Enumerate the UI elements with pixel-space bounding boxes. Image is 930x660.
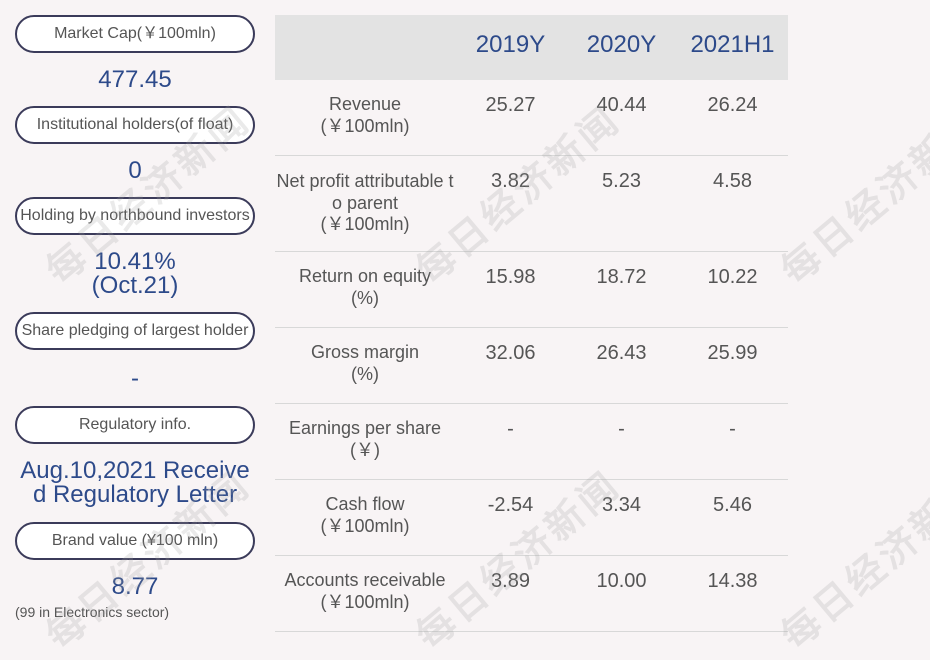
table-cell: 26.43 <box>596 342 647 364</box>
table-cell: - <box>729 418 736 440</box>
northbound-holding-percent: 10.41% <box>94 248 176 275</box>
row-label-unit: (%) <box>351 364 379 384</box>
table-row: Earnings per share (￥) - - - <box>275 404 788 480</box>
row-label-unit: (%) <box>351 288 379 308</box>
row-label: Return on equity (%) <box>275 252 455 327</box>
table-row: Gross margin (%) 32.06 26.43 25.99 <box>275 328 788 404</box>
row-label-text: Cash flow <box>325 494 405 514</box>
table-cell: 26.24 <box>707 94 758 116</box>
table-cell: - <box>507 418 514 440</box>
regulatory-info-label: Regulatory info. <box>15 406 255 444</box>
header-empty-cell <box>275 15 455 80</box>
table-cell: 25.99 <box>707 342 758 364</box>
row-label-unit: (￥) <box>350 440 380 460</box>
table-cell: 10.00 <box>596 570 647 592</box>
column-header: 2021H1 <box>690 31 775 58</box>
row-label-text: Net profit attributable t <box>276 171 454 191</box>
regulatory-info-line-1: Aug.10,2021 Receive <box>20 457 250 484</box>
institutional-holders-value: 0 <box>128 157 142 184</box>
share-pledging-label: Share pledging of largest holder <box>15 312 255 350</box>
table-row: Cash flow (￥100mln) -2.54 3.34 5.46 <box>275 480 788 556</box>
northbound-holding-date: (Oct.21) <box>91 272 179 299</box>
row-label-text: Accounts receivable <box>284 570 446 590</box>
row-label: Gross margin (%) <box>275 328 455 403</box>
table-row: Net profit attributable t o parent (￥100… <box>275 156 788 252</box>
table-cell: 5.46 <box>713 494 752 516</box>
table-cell: 3.34 <box>602 494 641 516</box>
regulatory-info-value: Aug.10,2021 Receive d Regulatory Letter <box>15 459 255 507</box>
row-label-text: Gross margin <box>310 342 420 362</box>
table-cell: 10.22 <box>707 266 758 288</box>
row-label: Net profit attributable t o parent (￥100… <box>275 156 455 251</box>
watermark: 每日经济新闻 <box>772 97 930 294</box>
column-header: 2019Y <box>475 31 546 58</box>
row-label-unit: (￥100mln) <box>320 214 410 234</box>
row-label-text: o parent <box>331 192 399 213</box>
table-row: Accounts receivable (￥100mln) 3.89 10.00… <box>275 556 788 632</box>
financial-table: 2019Y 2020Y 2021H1 Revenue (￥100mln) 25.… <box>275 15 788 632</box>
brand-value-value: 8.77 <box>111 573 159 600</box>
table-cell: 15.98 <box>485 266 536 288</box>
table-cell: 14.38 <box>707 570 758 592</box>
northbound-holding-value: 10.41% (Oct.21) <box>15 250 255 298</box>
watermark: 每日经济新闻 <box>772 462 930 659</box>
share-pledging-value: - <box>131 365 139 392</box>
column-header: 2020Y <box>586 31 657 58</box>
regulatory-info-line-2: d Regulatory Letter <box>32 481 238 508</box>
row-label: Earnings per share (￥) <box>275 404 455 479</box>
table-cell: 32.06 <box>485 342 536 364</box>
row-label-text: Earnings per share <box>288 418 442 438</box>
row-label-unit: (￥100mln) <box>320 516 410 536</box>
market-cap-value: 477.45 <box>98 66 172 93</box>
row-label: Revenue (￥100mln) <box>275 80 455 155</box>
table-cell: 25.27 <box>485 94 536 116</box>
northbound-holding-label: Holding by northbound investors <box>15 197 255 235</box>
table-row: Return on equity (%) 15.98 18.72 10.22 <box>275 252 788 328</box>
table-cell: 40.44 <box>596 94 647 116</box>
table-cell: 3.89 <box>491 570 530 592</box>
row-label-unit: (￥100mln) <box>320 116 410 136</box>
table-cell: - <box>618 418 625 440</box>
table-cell: 5.23 <box>602 170 641 192</box>
table-header: 2019Y 2020Y 2021H1 <box>275 15 788 80</box>
brand-value-note: (99 in Electronics sector) <box>15 604 170 620</box>
row-label: Accounts receivable (￥100mln) <box>275 556 455 631</box>
table-cell: 4.58 <box>713 170 752 192</box>
brand-value-label: Brand value (¥100 mln) <box>15 522 255 560</box>
table-cell: 18.72 <box>596 266 647 288</box>
table-cell: -2.54 <box>487 494 534 516</box>
market-cap-label: Market Cap(￥100mln) <box>15 15 255 53</box>
row-label-unit: (￥100mln) <box>320 592 410 612</box>
row-label: Cash flow (￥100mln) <box>275 480 455 555</box>
row-label-text: Return on equity <box>298 266 432 286</box>
table-row: Revenue (￥100mln) 25.27 40.44 26.24 <box>275 80 788 156</box>
institutional-holders-label: Institutional holders(of float) <box>15 106 255 144</box>
company-summary-panel: Market Cap(￥100mln) 477.45 Institutional… <box>15 15 255 620</box>
row-label-text: Revenue <box>328 94 402 114</box>
table-cell: 3.82 <box>491 170 530 192</box>
